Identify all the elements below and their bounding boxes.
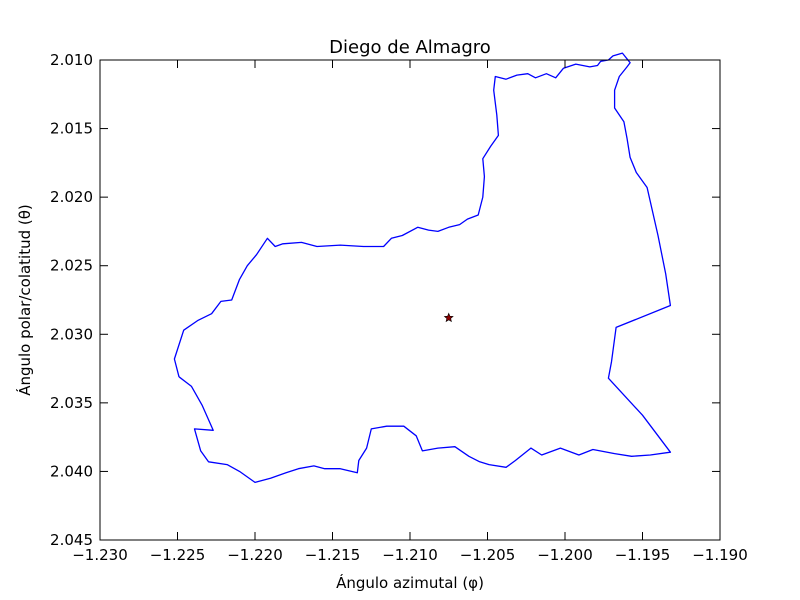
boundary-line — [173, 52, 672, 484]
x-tick-label: −1.190 — [692, 546, 748, 564]
x-axis-label: Ángulo azimutal (φ) — [336, 573, 484, 592]
x-tick-label: −1.200 — [537, 546, 593, 564]
y-tick-label: 2.025 — [50, 257, 93, 275]
x-tick-label: −1.230 — [72, 546, 128, 564]
ticks-layer: −1.230 −1.225 −1.220 −1.215 −1.210 −1.205 −1.2… — [50, 51, 748, 564]
x-tick-label: −1.210 — [382, 546, 438, 564]
y-tick-label: 2.040 — [50, 462, 93, 480]
y-tick-label: 2.030 — [50, 325, 93, 343]
x-tick-label: −1.195 — [615, 546, 671, 564]
x-tick-label: −1.220 — [227, 546, 283, 564]
y-axis-label: Ángulo polar/colatitud (θ) — [15, 204, 34, 396]
x-tick-label: −1.205 — [460, 546, 516, 564]
chart-title: Diego de Almagro — [329, 37, 491, 58]
y-tick-label: 2.035 — [50, 394, 93, 412]
y-tick-label: 2.045 — [50, 531, 93, 549]
x-tick-label: −1.215 — [305, 546, 361, 564]
series-layer — [173, 52, 672, 484]
y-tick-label: 2.020 — [50, 188, 93, 206]
plot-frame — [99, 59, 721, 541]
y-tick-label: 2.015 — [50, 120, 93, 138]
y-tick-label: 2.010 — [50, 51, 93, 69]
x-tick-label: −1.225 — [150, 546, 206, 564]
centroid-star-marker — [443, 312, 454, 323]
